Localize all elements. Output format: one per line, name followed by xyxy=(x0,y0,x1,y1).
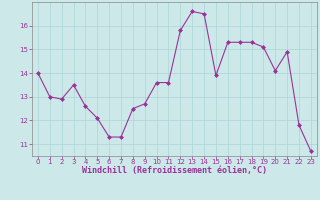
X-axis label: Windchill (Refroidissement éolien,°C): Windchill (Refroidissement éolien,°C) xyxy=(82,166,267,175)
